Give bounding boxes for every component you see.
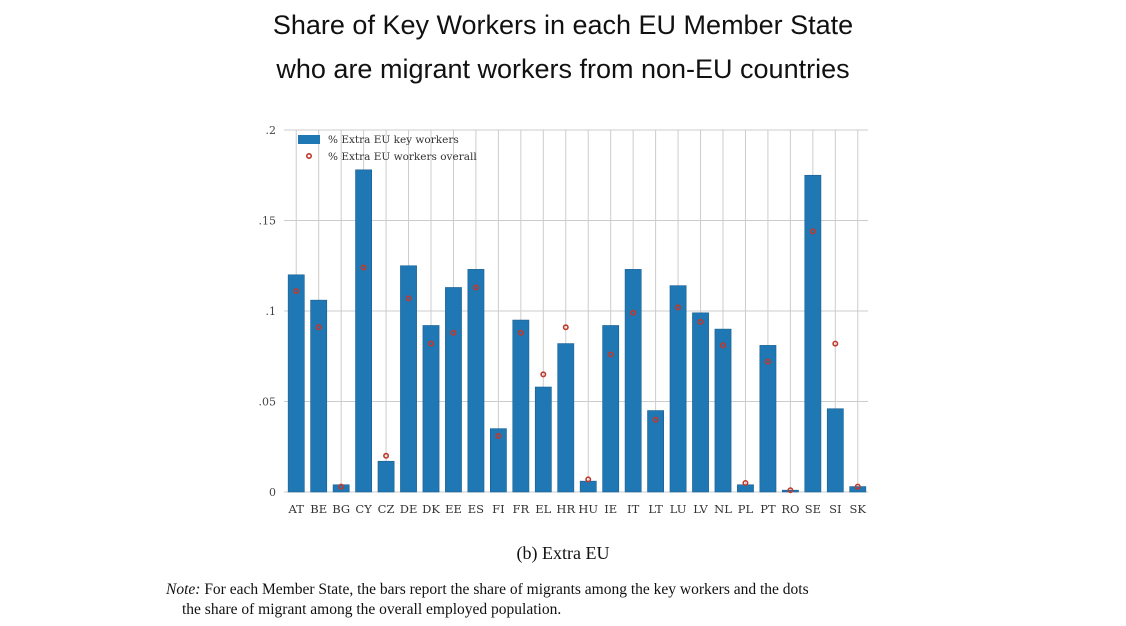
data-point — [787, 487, 794, 494]
x-tick-label: SK — [850, 502, 867, 516]
data-point — [764, 358, 771, 365]
chart-title-line-2: who are migrant workers from non-EU coun… — [276, 54, 850, 84]
data-point — [495, 432, 502, 439]
data-point — [607, 351, 614, 358]
x-tick-label: SE — [805, 502, 821, 516]
data-point — [832, 340, 839, 347]
legend-swatch-bar — [298, 135, 320, 144]
bar — [467, 269, 485, 493]
data-point — [675, 304, 682, 311]
bar — [287, 274, 305, 493]
bar — [826, 408, 844, 493]
data-point — [517, 329, 524, 336]
figure-note: Note: For each Member State, the bars re… — [166, 580, 986, 620]
data-point — [719, 342, 726, 349]
x-tick-label: DE — [400, 502, 418, 516]
data-point — [540, 371, 547, 378]
bar — [579, 480, 597, 493]
x-tick-label: EE — [445, 502, 462, 516]
x-tick-label: PT — [760, 502, 776, 516]
note-label: Note: — [166, 581, 201, 598]
bar — [489, 428, 507, 493]
bar — [647, 410, 665, 493]
x-tick-label: CY — [355, 502, 372, 516]
y-tick-label: 0 — [269, 486, 276, 499]
data-point — [742, 479, 749, 486]
x-tick-label: LV — [693, 502, 708, 516]
x-tick-label: NL — [714, 502, 732, 516]
note-line-2: the share of migrant among the overall e… — [182, 601, 562, 618]
data-point — [450, 329, 457, 336]
x-tick-label: IT — [627, 502, 640, 516]
bar — [445, 287, 462, 493]
data-point — [338, 483, 345, 490]
chart-title-line-1: Share of Key Workers in each EU Member S… — [272, 10, 854, 40]
bar — [759, 345, 777, 493]
bar — [355, 169, 373, 493]
bar — [310, 299, 328, 493]
legend-label-dot: % Extra EU workers overall — [328, 151, 477, 163]
legend-label-bar: % Extra EU key workers — [328, 134, 459, 146]
x-tick-label: EL — [535, 502, 551, 516]
data-point — [630, 309, 637, 316]
data-point — [293, 288, 300, 295]
x-tick-label: BE — [310, 502, 327, 516]
x-tick-label: PL — [738, 502, 754, 516]
bar — [624, 269, 642, 493]
x-tick-label: BG — [332, 502, 350, 516]
bar — [557, 343, 575, 493]
data-point — [697, 318, 704, 325]
figure-caption: (b) Extra EU — [516, 543, 610, 563]
data-point — [809, 228, 816, 235]
data-point — [360, 264, 367, 271]
data-point — [652, 416, 659, 423]
x-tick-label: SI — [829, 502, 841, 516]
data-point — [405, 295, 412, 302]
bar — [400, 265, 417, 493]
x-tick-label: RO — [781, 502, 799, 516]
x-tick-label: FR — [513, 502, 530, 516]
x-tick-label: CZ — [378, 502, 395, 516]
x-tick-label: DK — [422, 502, 440, 516]
data-point — [315, 324, 322, 331]
x-tick-label: IE — [604, 502, 617, 516]
y-tick-label: .1 — [266, 305, 277, 318]
x-tick-label: LU — [670, 502, 687, 516]
data-point — [562, 324, 569, 331]
data-point — [585, 476, 592, 483]
y-tick-label: .05 — [259, 396, 277, 409]
legend-swatch-dot — [305, 153, 312, 160]
bar — [534, 386, 552, 493]
bar — [804, 174, 822, 493]
bar — [669, 285, 687, 493]
bar — [377, 460, 395, 493]
x-tick-label: HR — [556, 502, 575, 516]
x-tick-label: AT — [288, 502, 305, 516]
x-tick-label: ES — [468, 502, 484, 516]
bar — [714, 328, 732, 493]
y-tick-label: .2 — [266, 124, 277, 137]
x-tick-label: FI — [492, 502, 505, 516]
data-point — [472, 284, 479, 291]
x-tick-label: HU — [578, 502, 598, 516]
x-tick-label: LT — [648, 502, 663, 516]
data-point — [427, 340, 434, 347]
bar — [512, 319, 530, 493]
bar — [422, 325, 440, 493]
data-point — [854, 483, 861, 490]
bar — [692, 312, 709, 493]
data-point — [383, 452, 390, 459]
y-tick-label: .15 — [259, 215, 277, 228]
bar — [602, 325, 620, 493]
note-line-1: For each Member State, the bars report t… — [204, 581, 809, 598]
